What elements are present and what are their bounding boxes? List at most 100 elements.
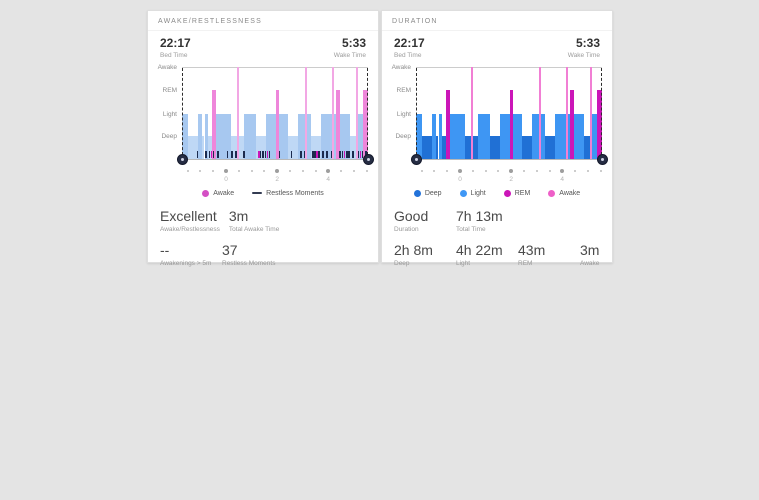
- stat-value: 3m: [580, 242, 600, 258]
- wake-time-value: 5:33: [341, 36, 366, 50]
- legend-item-light: Light: [459, 189, 486, 197]
- x-tick-dot: [212, 170, 215, 172]
- wake-time-drag-handle[interactable]: [362, 154, 374, 165]
- stats-row: 2h 8m Deep 4h 22m Light 43m REM 3m Awake: [394, 242, 600, 267]
- restless-moment-tick: [318, 151, 320, 158]
- awake-moment-line: [566, 67, 568, 159]
- x-tick-dot: [484, 170, 487, 172]
- restless-moment-tick: [339, 151, 341, 158]
- sleep-segment-rem: [211, 90, 217, 159]
- awake-moment-line: [237, 67, 239, 159]
- restless-moment-tick: [217, 151, 219, 158]
- x-tick-dot: [522, 170, 525, 172]
- restless-moment-tick: [343, 151, 346, 158]
- restless-moment-tick: [226, 151, 229, 158]
- sleep-segment-light: [266, 113, 276, 159]
- bed-time-label: Bed Time: [160, 52, 188, 59]
- y-axis-label: REM: [162, 87, 177, 94]
- x-tick-dot: [433, 170, 436, 172]
- y-axis-label: Deep: [395, 133, 411, 140]
- x-tick-dot: [509, 169, 514, 173]
- sleep-segment-rem: [509, 90, 514, 159]
- x-tick-dot: [199, 170, 202, 172]
- x-tick-dot: [420, 170, 423, 172]
- stat-awake: 3m Awake: [580, 242, 633, 267]
- stat-light: 4h 22m Light: [456, 242, 509, 267]
- stat-value: 3m: [228, 208, 249, 224]
- wake-time-marker-line: [601, 68, 602, 160]
- dot-swatch-icon: [459, 189, 467, 197]
- sleep-segment-deep: [256, 136, 267, 159]
- stat-value: Good: [394, 208, 429, 224]
- stat-label: Duration: [394, 226, 419, 233]
- restless-moment-tick: [262, 151, 264, 158]
- legend-item-awake: Awake: [548, 189, 580, 197]
- sleep-segment-light: [574, 113, 585, 159]
- sleep-segment-light: [197, 113, 202, 159]
- y-axis-labels: Awake REM Light Deep: [154, 64, 182, 159]
- restless-moment-tick: [352, 151, 354, 158]
- sleep-segment-deep: [421, 136, 432, 159]
- card-title: DURATION: [382, 11, 612, 31]
- restless-moment-tick: [348, 151, 350, 158]
- restless-moment-tick: [359, 151, 362, 158]
- stat-label: Total Time: [456, 226, 486, 233]
- stat-rem: 43m REM: [518, 242, 571, 267]
- sleep-segment-deep: [288, 136, 299, 159]
- sleep-segment-light: [216, 113, 231, 159]
- sleep-segment-light: [431, 113, 436, 159]
- chart-legend: Deep Light REM Awake: [382, 187, 612, 199]
- stats-row: Good Duration 7h 13m Total Time: [394, 208, 600, 233]
- restless-moment-tick: [208, 151, 211, 158]
- x-tick-dot: [560, 169, 565, 173]
- x-tick-dot: [224, 169, 229, 173]
- stat-value: 43m: [518, 242, 546, 258]
- legend-item-deep: Deep: [413, 189, 442, 197]
- sleep-segment-deep: [202, 136, 205, 159]
- legend-label: Light: [470, 189, 486, 197]
- awake-moment-line: [356, 67, 358, 159]
- restless-moment-tick: [290, 151, 293, 158]
- restless-moment-tick: [205, 151, 207, 158]
- legend-item-awake: Awake: [202, 189, 234, 197]
- stats-section: Good Duration 7h 13m Total Time 2h 8m Deep 4h …: [382, 199, 612, 267]
- wake-time-label: Wake Time: [567, 52, 600, 59]
- wake-time-value: 5:33: [575, 36, 600, 50]
- wake-time-drag-handle[interactable]: [596, 154, 608, 165]
- stat-awake-restlessness: Excellent Awake/Restlessness: [160, 208, 220, 233]
- restless-moment-tick: [259, 151, 262, 158]
- wake-time: 5:33 Wake Time: [568, 36, 600, 59]
- stat-label: Awake/Restlessness: [160, 226, 220, 233]
- stat-value: 4h 22m: [456, 242, 503, 258]
- times-row: 22:17 Bed Time 5:33 Wake Time: [148, 31, 378, 59]
- x-tick-dot: [314, 170, 317, 172]
- chart-legend: Awake Restless Moments: [148, 187, 378, 199]
- times-row: 22:17 Bed Time 5:33 Wake Time: [382, 31, 612, 59]
- x-tick-dot: [237, 170, 240, 172]
- stat-label: Light: [456, 260, 471, 267]
- restless-moment-tick: [196, 151, 199, 158]
- x-tick-dot: [275, 169, 280, 173]
- stat-total-awake-time: 3m Total Awake Time: [229, 208, 282, 233]
- x-tick-dot: [497, 170, 500, 172]
- y-axis-label: Light: [396, 110, 411, 118]
- sleep-segment-rem: [275, 90, 280, 159]
- sleep-segment-light: [500, 113, 510, 159]
- bed-time-drag-handle[interactable]: [176, 154, 188, 165]
- x-tick-dot: [548, 170, 551, 172]
- sleep-segment-light: [243, 113, 257, 159]
- dot-swatch-icon: [413, 189, 421, 197]
- x-tick-dot: [535, 170, 538, 172]
- sleep-segment-light: [450, 113, 465, 159]
- stat-duration: Good Duration: [394, 208, 447, 233]
- legend-item-rem: REM: [503, 189, 530, 197]
- duration-card: DURATION 22:17 Bed Time 5:33 Wake Time A…: [381, 10, 613, 267]
- sleep-segment-deep: [490, 136, 501, 159]
- dot-swatch-icon: [202, 189, 210, 197]
- bed-time: 22:17 Bed Time: [394, 36, 425, 59]
- restless-moment-tick: [314, 151, 316, 158]
- stat-restless-moments: 37 Restless Moments: [222, 242, 275, 267]
- restless-moment-tick: [268, 151, 271, 158]
- bed-time-drag-handle[interactable]: [410, 154, 422, 165]
- sleep-segment-deep: [436, 136, 439, 159]
